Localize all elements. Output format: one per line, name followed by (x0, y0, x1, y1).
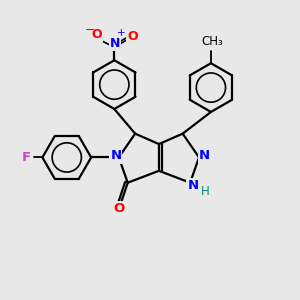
Text: F: F (22, 151, 31, 164)
Text: N: N (110, 149, 122, 162)
Text: N: N (110, 37, 120, 50)
Text: N: N (188, 179, 199, 192)
Text: −: − (85, 23, 95, 36)
Text: N: N (199, 149, 210, 162)
Text: O: O (113, 202, 124, 215)
Text: CH₃: CH₃ (202, 35, 223, 48)
Text: H: H (201, 184, 210, 197)
Text: +: + (117, 28, 125, 38)
Text: O: O (91, 28, 102, 41)
Text: O: O (128, 30, 138, 43)
